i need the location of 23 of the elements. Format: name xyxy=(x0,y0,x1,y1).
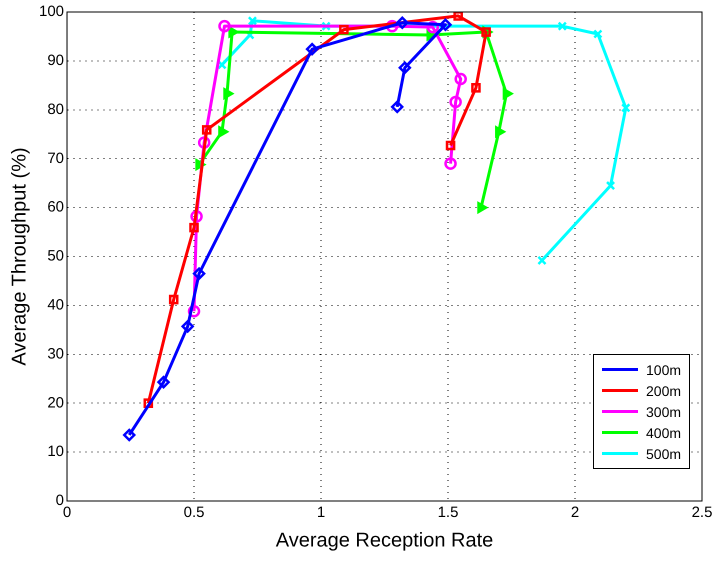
y-tick-label: 10 xyxy=(47,443,64,460)
legend-label: 500m xyxy=(646,446,682,462)
x-tick-label: 2.5 xyxy=(692,504,712,522)
legend-label: 300m xyxy=(646,404,682,420)
y-tick-label: 40 xyxy=(47,296,64,314)
y-tick-label: 50 xyxy=(47,248,64,265)
x-tick-label: 1.5 xyxy=(438,504,458,522)
y-tick-label: 100 xyxy=(38,3,64,20)
y-tick-label: 60 xyxy=(47,198,64,216)
x-axis-title: Average Reception Rate xyxy=(276,530,494,552)
y-tick-label: 30 xyxy=(47,345,64,362)
x-tick-label: 0.5 xyxy=(184,504,204,522)
legend-label: 100m xyxy=(646,362,682,378)
legend-label: 400m xyxy=(646,424,682,440)
y-axis-title: Average Throughput (%) xyxy=(8,147,31,366)
x-tick-label: 1 xyxy=(316,504,326,522)
y-tick-label: 0 xyxy=(56,492,64,510)
y-tick-label: 90 xyxy=(47,52,64,70)
y-tick-label: 70 xyxy=(47,150,64,167)
y-tick-label: 20 xyxy=(47,394,64,412)
legend-label: 200m xyxy=(646,382,682,398)
x-tick-label: 2 xyxy=(570,504,580,522)
y-tick-label: 80 xyxy=(47,100,64,118)
